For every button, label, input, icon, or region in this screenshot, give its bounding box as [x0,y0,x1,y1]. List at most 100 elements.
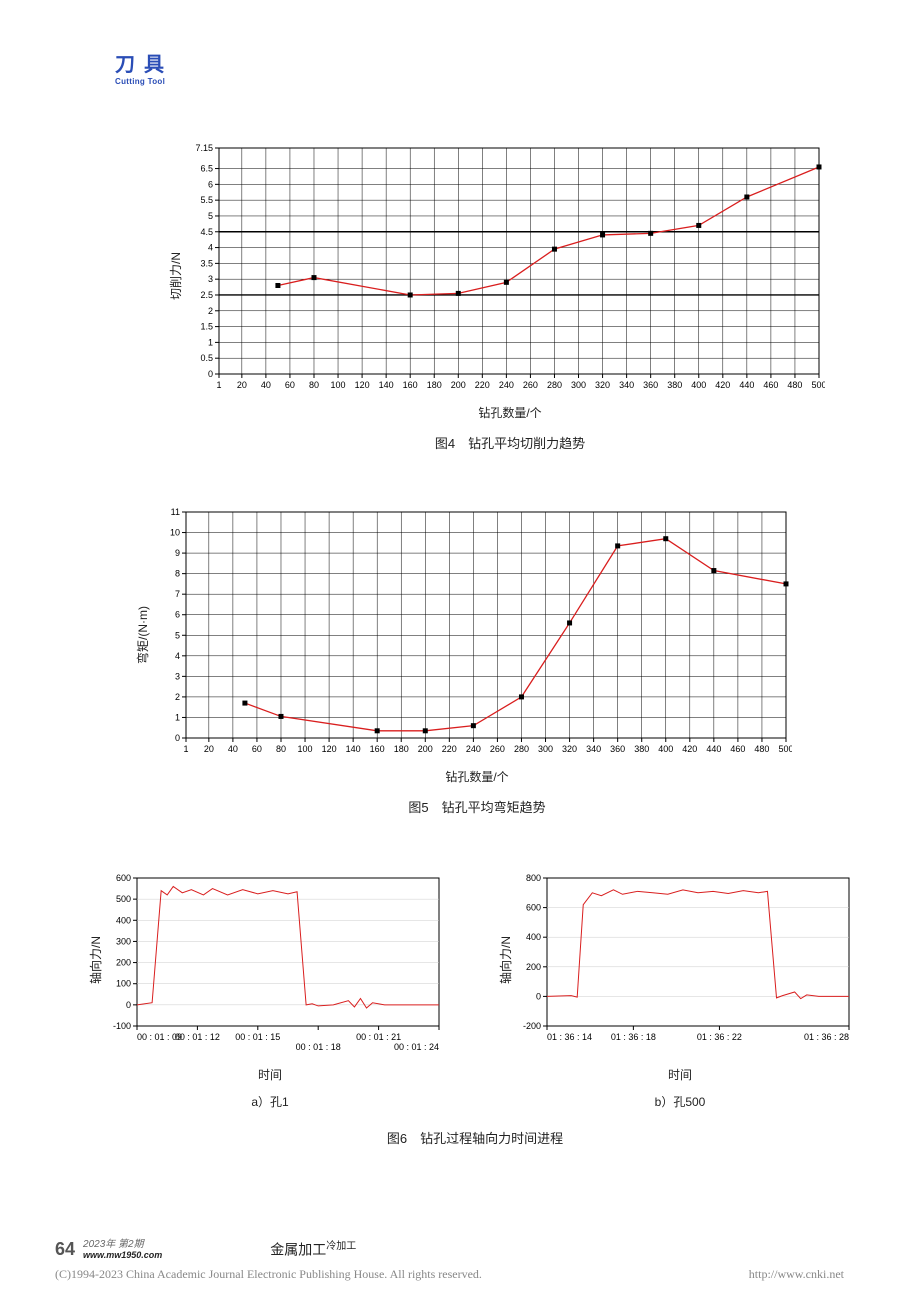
svg-text:40: 40 [261,380,271,390]
svg-text:440: 440 [739,380,754,390]
svg-text:320: 320 [595,380,610,390]
svg-text:4: 4 [175,651,180,661]
svg-text:240: 240 [499,380,514,390]
page-number: 64 [55,1239,75,1260]
svg-text:8: 8 [175,569,180,579]
section-title-cn: 刀 具 [115,48,166,77]
copyright-text: (C)1994-2023 China Academic Journal Elec… [55,1267,482,1282]
svg-text:6.5: 6.5 [200,164,213,174]
svg-text:420: 420 [715,380,730,390]
svg-text:01 : 36 : 18: 01 : 36 : 18 [611,1032,656,1042]
svg-text:5: 5 [208,211,213,221]
svg-text:380: 380 [667,380,682,390]
fig5-xlabel: 钻孔数量/个 [152,768,802,785]
svg-text:1: 1 [216,380,221,390]
svg-text:4: 4 [208,243,213,253]
fig6b-xlabel: 时间 [505,1066,855,1083]
svg-text:6: 6 [208,179,213,189]
svg-text:6: 6 [175,610,180,620]
svg-text:340: 340 [586,744,601,754]
svg-text:260: 260 [490,744,505,754]
svg-text:3: 3 [175,671,180,681]
svg-text:460: 460 [730,744,745,754]
fig6b-subcaption: b）孔500 [505,1093,855,1110]
svg-text:80: 80 [276,744,286,754]
svg-text:200: 200 [418,744,433,754]
svg-text:140: 140 [379,380,394,390]
svg-text:160: 160 [403,380,418,390]
fig6b: 轴向力/N -200020040060080001 : 36 : 1401 : … [505,872,855,1110]
svg-text:360: 360 [643,380,658,390]
svg-text:300: 300 [571,380,586,390]
figure-5: 弯矩/(N·m) 0123456789101112040608010012014… [152,504,802,816]
publisher-label: 金属加工冷加工 [270,1237,356,1260]
svg-text:0: 0 [536,991,541,1001]
svg-text:-100: -100 [113,1021,131,1031]
svg-text:400: 400 [658,744,673,754]
svg-text:0.5: 0.5 [200,353,213,363]
svg-text:9: 9 [175,548,180,558]
publisher-sub: 冷加工 [326,1241,356,1252]
svg-text:7: 7 [175,589,180,599]
svg-text:300: 300 [116,936,131,946]
svg-text:460: 460 [763,380,778,390]
svg-text:420: 420 [682,744,697,754]
svg-text:280: 280 [514,744,529,754]
svg-text:200: 200 [451,380,466,390]
figure-6: 轴向力/N -100010020030040050060000 : 01 : 0… [85,872,865,1147]
svg-text:-200: -200 [523,1021,541,1031]
section-title-en: Cutting Tool [115,77,165,86]
svg-text:100: 100 [331,380,346,390]
svg-text:00 : 01 : 18: 00 : 01 : 18 [296,1042,341,1052]
fig6a-ylabel: 轴向力/N [87,936,104,984]
svg-text:300: 300 [538,744,553,754]
svg-text:00 : 01 : 21: 00 : 01 : 21 [356,1032,401,1042]
svg-text:220: 220 [442,744,457,754]
svg-text:200: 200 [526,962,541,972]
svg-text:00 : 01 : 12: 00 : 01 : 12 [175,1032,220,1042]
svg-text:160: 160 [370,744,385,754]
issue-label: 2023年 第2期 [83,1235,162,1250]
svg-text:2: 2 [208,306,213,316]
fig4-xlabel: 钻孔数量/个 [185,404,835,421]
svg-text:400: 400 [691,380,706,390]
svg-text:10: 10 [170,528,180,538]
svg-text:3: 3 [208,274,213,284]
svg-text:180: 180 [394,744,409,754]
page-footer: 64 2023年 第2期 www.mw1950.com 金属加工冷加工 [55,1235,880,1260]
svg-text:0: 0 [208,369,213,379]
website-label: www.mw1950.com [83,1250,162,1260]
svg-text:440: 440 [706,744,721,754]
fig5-caption: 图5 钻孔平均弯矩趋势 [152,797,802,816]
svg-text:00 : 01 : 24: 00 : 01 : 24 [394,1042,439,1052]
svg-text:2: 2 [175,692,180,702]
svg-text:340: 340 [619,380,634,390]
svg-text:480: 480 [787,380,802,390]
svg-text:100: 100 [116,979,131,989]
fig6b-chart: -200020040060080001 : 36 : 1401 : 36 : 1… [505,872,855,1062]
svg-text:400: 400 [526,932,541,942]
svg-text:1: 1 [208,337,213,347]
svg-text:0: 0 [126,1000,131,1010]
svg-text:400: 400 [116,915,131,925]
svg-text:220: 220 [475,380,490,390]
svg-text:120: 120 [355,380,370,390]
figure-4: 切削力/N 00.511.522.533.544.555.566.57.1512… [185,140,835,452]
svg-text:480: 480 [754,744,769,754]
svg-text:7.15: 7.15 [195,143,213,153]
svg-text:4.5: 4.5 [200,227,213,237]
svg-text:260: 260 [523,380,538,390]
svg-text:01 : 36 : 28: 01 : 36 : 28 [804,1032,849,1042]
journal-section-header: 刀 具 Cutting Tool [115,48,166,86]
fig6a-subcaption: a）孔1 [95,1093,445,1110]
svg-text:500: 500 [778,744,792,754]
svg-text:200: 200 [116,958,131,968]
publisher-name: 金属加工 [270,1244,326,1259]
svg-text:60: 60 [252,744,262,754]
fig6a-xlabel: 时间 [95,1066,445,1083]
svg-text:360: 360 [610,744,625,754]
svg-text:600: 600 [116,873,131,883]
svg-text:120: 120 [322,744,337,754]
fig4-caption: 图4 钻孔平均切削力趋势 [185,433,835,452]
svg-text:1: 1 [183,744,188,754]
